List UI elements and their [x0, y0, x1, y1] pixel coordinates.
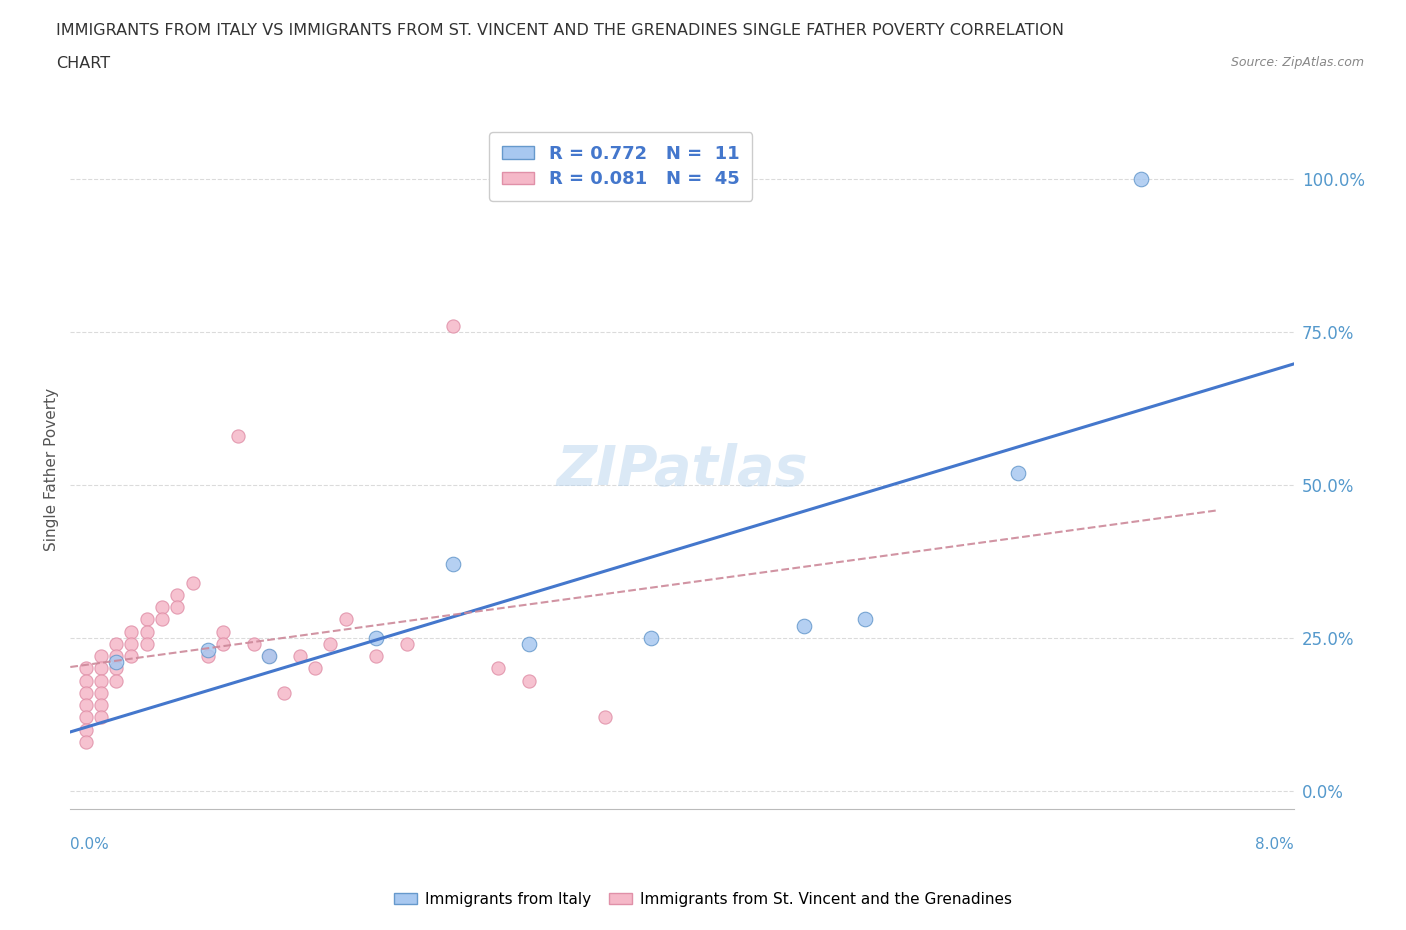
Point [257, 649, 280, 664]
Point [441, 557, 464, 572]
Point [853, 612, 877, 627]
Point [197, 643, 219, 658]
Point [121, 649, 143, 664]
Point [90, 685, 112, 700]
Point [105, 649, 128, 664]
Point [166, 588, 188, 603]
Point [441, 318, 464, 333]
Point [517, 636, 540, 651]
Text: ZIPatlas: ZIPatlas [557, 443, 807, 497]
Point [640, 631, 662, 645]
Point [90, 698, 112, 712]
Point [395, 636, 418, 651]
Point [135, 636, 157, 651]
Text: IMMIGRANTS FROM ITALY VS IMMIGRANTS FROM ST. VINCENT AND THE GRENADINES SINGLE F: IMMIGRANTS FROM ITALY VS IMMIGRANTS FROM… [56, 23, 1064, 38]
Legend: Immigrants from Italy, Immigrants from St. Vincent and the Grenadines: Immigrants from Italy, Immigrants from S… [388, 886, 1018, 913]
Point [90, 649, 112, 664]
Text: 8.0%: 8.0% [1254, 837, 1294, 852]
Point [75, 735, 97, 750]
Point [793, 618, 815, 633]
Point [1007, 465, 1029, 480]
Point [121, 636, 143, 651]
Text: Source: ZipAtlas.com: Source: ZipAtlas.com [1230, 56, 1364, 69]
Point [488, 661, 510, 676]
Legend: R = 0.772   N =  11, R = 0.081   N =  45: R = 0.772 N = 11, R = 0.081 N = 45 [489, 132, 752, 201]
Point [181, 576, 204, 591]
Point [75, 673, 97, 688]
Point [335, 612, 357, 627]
Point [212, 624, 235, 639]
Point [228, 429, 250, 444]
Point [366, 649, 388, 664]
Point [595, 710, 617, 724]
Point [105, 673, 128, 688]
Point [366, 631, 388, 645]
Point [75, 685, 97, 700]
Point [135, 624, 157, 639]
Point [135, 612, 157, 627]
Text: 0.0%: 0.0% [70, 837, 110, 852]
Text: CHART: CHART [56, 56, 110, 71]
Point [273, 685, 295, 700]
Point [288, 649, 311, 664]
Point [517, 673, 540, 688]
Point [197, 649, 219, 664]
Point [166, 600, 188, 615]
Point [121, 624, 143, 639]
Point [75, 710, 97, 724]
Point [105, 636, 128, 651]
Point [90, 710, 112, 724]
Point [105, 655, 128, 670]
Point [150, 612, 173, 627]
Point [150, 600, 173, 615]
Point [257, 649, 280, 664]
Point [319, 636, 342, 651]
Point [90, 673, 112, 688]
Point [90, 661, 112, 676]
Point [1129, 172, 1152, 187]
Point [212, 636, 235, 651]
Point [304, 661, 326, 676]
Y-axis label: Single Father Poverty: Single Father Poverty [44, 388, 59, 551]
Point [105, 661, 128, 676]
Point [75, 698, 97, 712]
Point [243, 636, 266, 651]
Point [75, 723, 97, 737]
Point [75, 661, 97, 676]
